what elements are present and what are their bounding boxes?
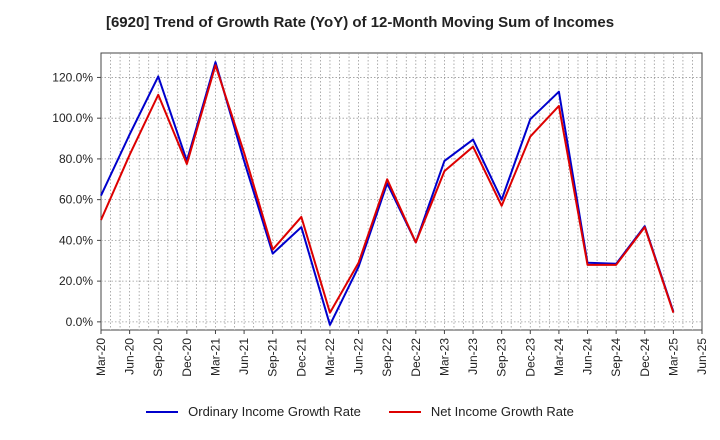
x-tick-label: Mar-21 xyxy=(208,338,222,376)
x-tick-label: Jun-20 xyxy=(123,338,137,375)
y-tick-label: 100.0% xyxy=(52,111,93,125)
x-tick-label: Jun-21 xyxy=(237,338,251,375)
x-tick-label: Jun-22 xyxy=(352,338,366,375)
x-tick-label: Mar-24 xyxy=(552,338,566,376)
y-tick-label: 60.0% xyxy=(59,193,93,207)
x-tick-label: Mar-20 xyxy=(94,338,108,376)
legend-label-net-income: Net Income Growth Rate xyxy=(430,404,574,419)
plot-area xyxy=(100,52,703,331)
x-axis: Mar-20 Jun-20 Sep-20 Dec-20 Mar-21 Jun-21 Sep-… xyxy=(94,330,709,377)
x-tick-label: Dec-20 xyxy=(180,338,194,377)
x-tick-label: Mar-22 xyxy=(323,338,337,376)
x-tick-label: Dec-22 xyxy=(409,338,423,377)
chart-title: [6920] Trend of Growth Rate (YoY) of 12-… xyxy=(105,14,615,31)
x-tick-label: Sep-20 xyxy=(151,338,165,377)
y-axis: 0.0% 20.0% 40.0% 60.0% 80.0% 100.0% 120.0% xyxy=(52,70,101,329)
series-layer xyxy=(100,61,675,326)
x-tick-label: Mar-23 xyxy=(437,338,451,376)
x-tick-label: Jun-24 xyxy=(581,338,595,375)
x-tick-label: Sep-24 xyxy=(609,338,623,377)
series-line-net-income xyxy=(100,64,675,314)
y-tick-label: 40.0% xyxy=(59,233,93,247)
y-tick-label: 80.0% xyxy=(59,152,93,166)
legend-item-ordinary-income: Ordinary Income Growth Rate xyxy=(146,404,361,419)
x-tick-label: Dec-23 xyxy=(523,338,537,377)
legend-swatch-ordinary-income xyxy=(146,410,179,413)
legend-label-ordinary-income: Ordinary Income Growth Rate xyxy=(188,404,361,419)
y-tick-label: 20.0% xyxy=(59,274,93,288)
x-tick-label: Sep-22 xyxy=(380,338,394,377)
y-tick-label: 0.0% xyxy=(66,315,94,329)
y-tick-label: 120.0% xyxy=(52,70,93,84)
x-tick-label: Dec-24 xyxy=(638,338,652,377)
legend: Ordinary Income Growth Rate Net Income G… xyxy=(0,404,720,419)
x-tick-label: Mar-25 xyxy=(666,338,680,376)
x-tick-label: Jun-25 xyxy=(695,338,709,375)
legend-swatch-net-income xyxy=(388,410,421,413)
x-tick-label: Dec-21 xyxy=(294,338,308,377)
x-tick-label: Sep-21 xyxy=(266,338,280,377)
x-tick-label: Jun-23 xyxy=(466,338,480,375)
legend-item-net-income: Net Income Growth Rate xyxy=(388,404,574,419)
x-tick-label: Sep-23 xyxy=(495,338,509,377)
